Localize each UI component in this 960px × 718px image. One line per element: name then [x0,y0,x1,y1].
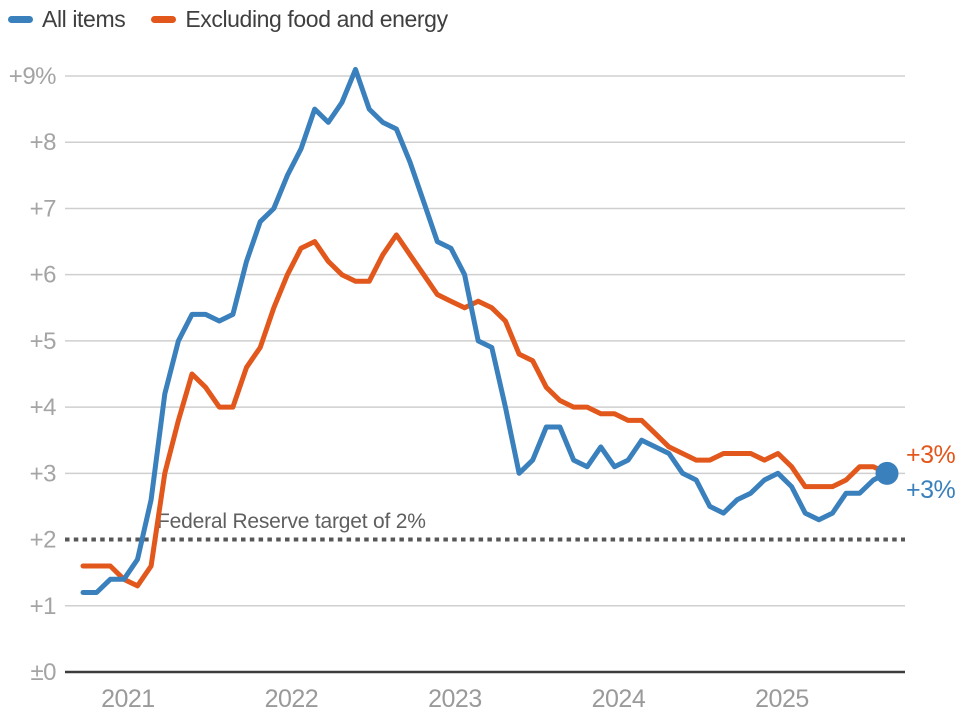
y-axis-tick-label: +3 [30,460,57,487]
x-axis-tick-label: 2023 [428,685,482,713]
legend-label-all-items: All items [42,6,126,32]
x-axis-tick-label: 2024 [592,685,646,713]
y-axis-tick-label: ±0 [30,659,56,686]
x-axis-tick-label: 2022 [265,685,319,713]
legend-item-all-items: All items [8,6,126,33]
legend-item-core: Excluding food and energy [151,6,448,33]
y-axis-tick-label: +9% [9,63,56,90]
x-axis-tick-label: 2025 [755,685,809,713]
y-axis-tick-label: +6 [30,262,57,289]
legend-label-core: Excluding food and energy [185,6,448,32]
y-axis-tick-label: +7 [30,195,57,222]
all-items-line-swatch-icon [8,16,33,23]
end-value-label-all-items: +3% [906,476,956,504]
series-line-excluding-food-and-energy [80,232,890,589]
latest-value-dot [875,461,899,485]
y-axis-tick-label: +2 [30,527,57,554]
y-axis-tick-label: +8 [30,129,57,156]
end-value-label-core: +3% [906,441,956,469]
fed-target-annotation: Federal Reserve target of 2% [157,510,426,533]
x-axis-tick-label: 2021 [101,685,155,713]
chart-legend: All items Excluding food and energy [8,6,448,33]
y-axis-tick-label: +5 [30,328,57,355]
series-line-all-items [80,66,890,595]
core-line-swatch-icon [151,16,177,23]
y-axis-tick-label: +1 [30,593,57,620]
y-axis-tick-label: +4 [30,394,57,421]
